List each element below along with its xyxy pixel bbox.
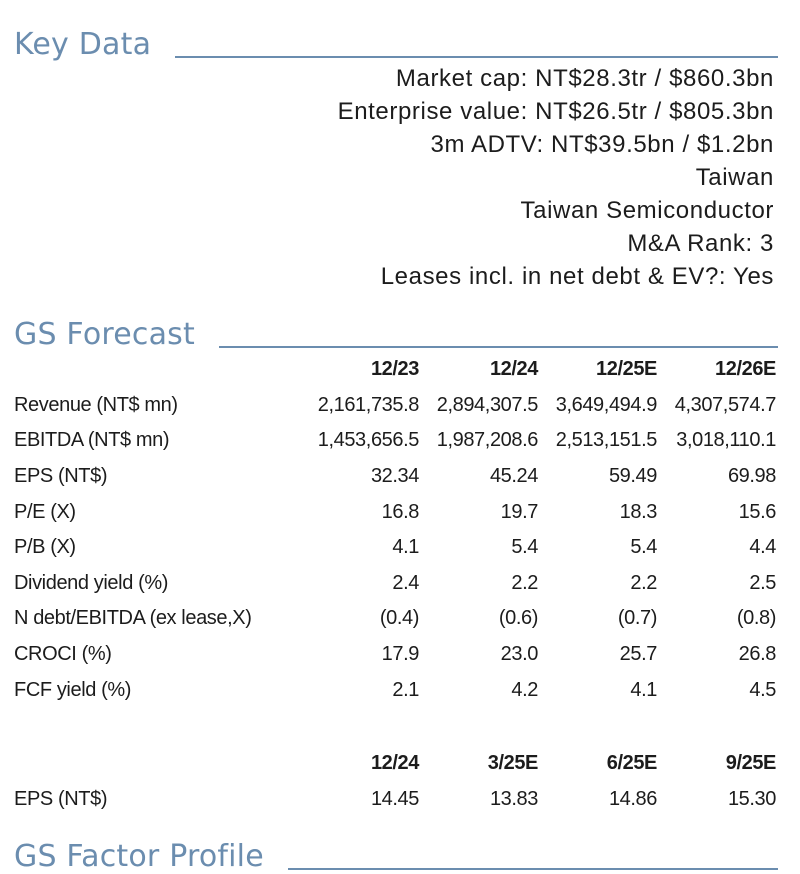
ma-rank-line: M&A Rank: 3 [627,230,774,257]
cell-value: 4.1 [630,678,657,701]
cell-value: 14.86 [608,787,657,810]
key-data-list: Market cap: NT$28.3tr / $860.3bn Enterpr… [134,62,774,293]
cell-value: 4.5 [749,678,776,701]
row-label: FCF yield (%) [14,678,132,701]
cell-value: (0.6) [498,607,539,630]
row-label: P/B (X) [14,536,76,559]
cell-value: 1,453,656.5 [317,429,420,452]
market-cap-line: Market cap: NT$28.3tr / $860.3bn [395,65,774,92]
cell-value: 17.9 [381,643,420,666]
cell-value: 3,018,110.1 [676,429,776,452]
row-label: Revenue (NT$ mn) [14,393,178,416]
cell-value: 1,987,208.6 [436,429,539,452]
row-label: P/E (X) [14,500,76,523]
cell-value: 5.4 [511,536,538,559]
table-row: Dividend yield (%) 2.4 2.2 2.2 2.5 [14,566,776,602]
key-data-rule [175,56,778,58]
cell-value: 26.8 [738,643,777,666]
row-label: EPS (NT$) [14,465,108,488]
cell-value: 15.30 [727,787,776,810]
row-label: N debt/EBITDA (ex lease,X) [14,607,252,630]
cell-value: 2.1 [392,678,419,701]
column-header: 12/25E [596,358,657,381]
cell-value: 2,894,307.5 [436,393,539,416]
cell-value: 4.4 [749,536,776,559]
cell-value: 15.6 [738,500,777,523]
gs-factor-profile-title: GS Factor Profile [14,839,264,874]
cell-value: 4.2 [511,678,538,701]
label-column-header [14,746,300,782]
cell-value: 45.24 [489,465,538,488]
table-row: FCF yield (%) 2.1 4.2 4.1 4.5 [14,672,776,708]
table-row: EPS (NT$) 32.34 45.24 59.49 69.98 [14,459,776,495]
quarterly-eps-table: 12/24 3/25E 6/25E 9/25E EPS (NT$) 14.45 … [14,746,776,817]
annual-header-row: 12/23 12/24 12/25E 12/26E [14,352,776,388]
cell-value: 69.98 [727,465,776,488]
cell-value: 32.34 [370,465,419,488]
column-header: 12/23 [370,358,419,381]
table-row: P/E (X) 16.8 19.7 18.3 15.6 [14,494,776,530]
enterprise-value-line: Enterprise value: NT$26.5tr / $805.3bn [337,98,774,125]
column-header: 12/24 [489,358,538,381]
column-header: 6/25E [606,752,658,775]
gs-forecast-header: GS Forecast [14,314,778,350]
row-label: CROCI (%) [14,643,112,666]
table-row: Revenue (NT$ mn) 2,161,735.8 2,894,307.5… [14,388,776,424]
cell-value: 4,307,574.7 [674,393,777,416]
key-data-title: Key Data [14,27,152,62]
cell-value: 4.1 [392,536,419,559]
table-row: EBITDA (NT$ mn) 1,453,656.5 1,987,208.6 … [14,423,776,459]
company-line: Taiwan Semiconductor [520,197,774,224]
row-label: EPS (NT$) [14,787,108,810]
gs-forecast-rule [218,346,778,348]
row-label: Dividend yield (%) [14,571,168,594]
cell-value: 18.3 [619,500,658,523]
gs-factor-profile-header: GS Factor Profile [14,836,778,872]
column-header: 3/25E [487,752,539,775]
column-header: 12/26E [715,358,776,381]
cell-value: 13.83 [489,787,538,810]
table-row: N debt/EBITDA (ex lease,X) (0.4) (0.6) (… [14,601,776,637]
quarterly-header-row: 12/24 3/25E 6/25E 9/25E [14,746,776,782]
table-row: P/B (X) 4.1 5.4 5.4 4.4 [14,530,776,566]
cell-value: 59.49 [608,465,657,488]
adtv-line: 3m ADTV: NT$39.5bn / $1.2bn [430,131,774,158]
cell-value: 14.45 [370,787,419,810]
cell-value: 2,161,735.8 [317,393,420,416]
cell-value: 25.7 [619,643,658,666]
key-data-header: Key Data [14,24,778,60]
cell-value: 16.8 [381,500,420,523]
cell-value: (0.8) [736,607,777,630]
gs-factor-profile-rule [287,868,778,870]
leases-line: Leases incl. in net debt & EV?: Yes [380,263,774,290]
cell-value: 3,649,494.9 [555,393,658,416]
gs-forecast-title: GS Forecast [14,317,195,352]
cell-value: 19.7 [500,500,539,523]
column-header: 12/24 [370,752,419,775]
annual-forecast-table: 12/23 12/24 12/25E 12/26E Revenue (NT$ m… [14,352,776,708]
country-line: Taiwan [695,164,774,191]
cell-value: 5.4 [630,536,657,559]
table-row: CROCI (%) 17.9 23.0 25.7 26.8 [14,637,776,673]
table-row: EPS (NT$) 14.45 13.83 14.86 15.30 [14,782,776,818]
cell-value: (0.7) [617,607,658,630]
row-label: EBITDA (NT$ mn) [14,429,170,452]
cell-value: 23.0 [500,643,539,666]
label-column-header [14,352,300,388]
cell-value: (0.4) [379,607,420,630]
cell-value: 2.2 [511,571,538,594]
column-header: 9/25E [725,752,777,775]
cell-value: 2,513,151.5 [555,429,658,452]
cell-value: 2.2 [630,571,657,594]
cell-value: 2.5 [749,571,776,594]
cell-value: 2.4 [392,571,419,594]
